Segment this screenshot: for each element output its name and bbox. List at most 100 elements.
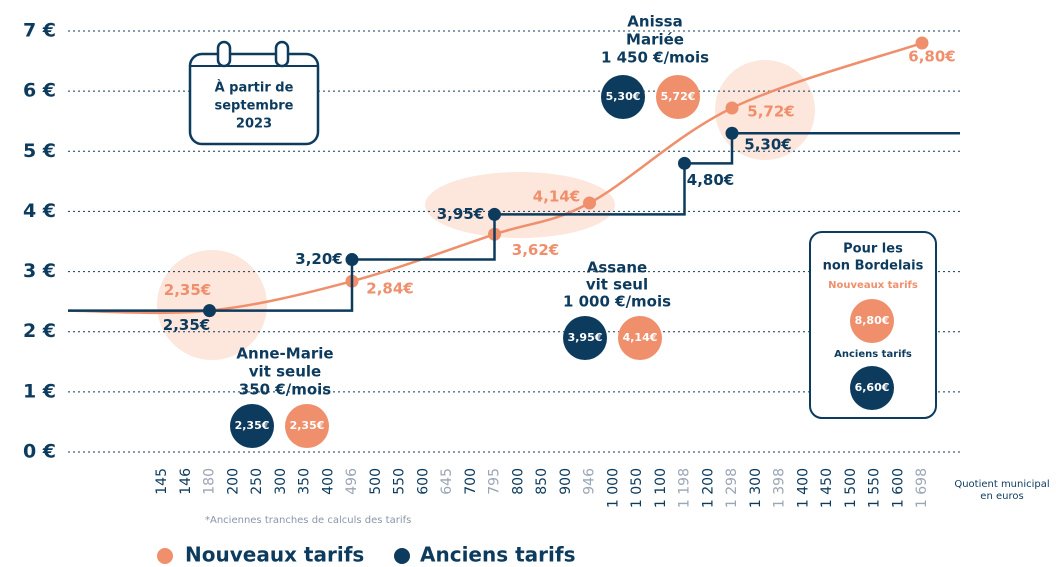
x-tick-label: 1 298	[724, 468, 740, 508]
x-tick-label: 1 198	[677, 468, 693, 508]
non-bordelais-box: Pour les non Bordelais Nouveaux tarifs 8…	[809, 231, 937, 419]
box-title: non Bordelais	[823, 259, 924, 274]
value-label: 6,80€	[908, 48, 955, 66]
box-label: Anciens tarifs	[834, 349, 912, 360]
x-tick-label: 1 398	[772, 468, 788, 508]
value-label: 3,95€	[437, 205, 484, 223]
x-tick-label: 1 698	[914, 468, 930, 508]
x-tick-label: 1 300	[748, 468, 764, 508]
y-tick-label: 1 €	[23, 380, 56, 402]
x-tick-label: 1 000	[605, 468, 621, 508]
person-text: vit seule	[249, 363, 321, 381]
x-tick-label: 1 100	[653, 468, 669, 508]
value-label: 2,84€	[366, 280, 413, 298]
value-label: 2,35€	[163, 316, 210, 334]
series-line	[68, 131, 960, 312]
person-text: Anissa	[627, 13, 682, 31]
point	[345, 253, 359, 267]
legend-marker	[394, 548, 410, 564]
y-tick-label: 5 €	[23, 140, 56, 162]
old-badge	[601, 75, 645, 119]
new-badge	[618, 316, 662, 360]
y-tick-label: 7 €	[23, 20, 56, 42]
x-tick-label: 700	[463, 468, 479, 495]
calendar-frame	[188, 52, 320, 146]
x-tick-label: 795	[487, 468, 503, 495]
old-badge	[563, 316, 607, 360]
x-tick-label: 1 400	[795, 468, 811, 508]
x-tick-label: 300	[273, 468, 289, 495]
person: Assane vit seul 1 000 €/mois 3,95€ 4,14€	[563, 259, 671, 360]
point	[678, 156, 691, 170]
new-price: 8,80€	[855, 314, 890, 327]
old-badge	[230, 404, 274, 448]
calendar-text: septembre	[215, 99, 294, 114]
new-badge	[850, 299, 894, 343]
calendar: À partir de septembre 2023	[188, 40, 320, 146]
x-tick-label: 800	[510, 468, 526, 495]
x-tick-label: 180	[202, 468, 218, 495]
old-price: 2,35€	[235, 419, 270, 432]
x-tick-label: 1 200	[700, 468, 716, 508]
footnote: *Anciennes tranches de calculs des tarif…	[205, 515, 411, 526]
y-tick-label: 2 €	[23, 320, 56, 342]
point	[583, 196, 596, 210]
y-tick-label: 4 €	[23, 200, 56, 222]
point	[725, 126, 739, 140]
calendar-text: À partir de	[215, 80, 294, 96]
x-tick-label: 1 500	[843, 468, 859, 508]
person-text: 350 €/mois	[239, 381, 332, 399]
new-price: 4,14€	[623, 331, 658, 344]
x-tick-label: 500	[368, 468, 384, 495]
box-label: Nouveaux tarifs	[828, 280, 918, 291]
x-tick-label: 550	[392, 468, 408, 495]
value-label: 3,20€	[295, 250, 342, 268]
old-badge	[850, 366, 894, 410]
old-price: 5,30€	[606, 90, 641, 103]
x-tick-label: 1 550	[867, 468, 883, 508]
x-tick-label: 200	[225, 468, 241, 495]
person-text: Mariée	[626, 31, 684, 49]
value-label: 5,30€	[744, 136, 791, 154]
value-label: 4,14€	[533, 188, 580, 206]
legend-label: Anciens tarifs	[420, 543, 575, 567]
calendar-text: 2023	[236, 117, 272, 132]
x-tick-label: 1 600	[890, 468, 906, 508]
new-price: 2,35€	[290, 419, 325, 432]
x-tick-label: 350	[297, 468, 313, 495]
plot: 0 € 1 € 2 € 3 € 4 € 5 € 6 € 7 € 145 146 180 200 250 3…	[23, 20, 960, 508]
x-tick-label: 145	[154, 468, 170, 495]
new-price: 5,72€	[661, 90, 696, 103]
calendar-ring	[216, 40, 232, 68]
old-price: 6,60€	[855, 381, 890, 394]
point	[725, 101, 739, 115]
person: Anissa Mariée 1 450 €/mois 5,30€ 5,72€	[601, 13, 709, 119]
y-tick-label: 6 €	[23, 80, 56, 102]
person-text: Anne-Marie	[236, 345, 333, 363]
x-tick-label: 645	[439, 468, 455, 495]
box-title: Pour les	[843, 242, 903, 257]
x-axis-label: Quotient municipal	[954, 479, 1049, 490]
person-text: Assane	[587, 259, 647, 277]
legend-marker	[157, 548, 173, 564]
x-tick-label: 1 450	[819, 468, 835, 508]
point	[488, 207, 501, 221]
calendar-ring	[274, 40, 290, 68]
x-tick-label: 400	[320, 468, 336, 495]
x-axis-label: en euros	[980, 491, 1023, 502]
value-label: 4,80€	[687, 171, 734, 189]
x-tick-label: 250	[249, 468, 265, 495]
halo	[425, 172, 615, 238]
value-label: 3,62€	[512, 241, 559, 259]
value-label: 5,72€	[747, 102, 794, 120]
x-tick-label: 900	[558, 468, 574, 495]
person-text: 1 450 €/mois	[601, 49, 709, 67]
legend-label: Nouveaux tarifs	[185, 543, 364, 567]
x-tick-label: 496	[344, 468, 360, 495]
person-text: vit seul	[586, 276, 648, 294]
person: Anne-Marie vit seule 350 €/mois 2,35€ 2,…	[230, 345, 334, 448]
value-label: 2,35€	[164, 281, 211, 299]
x-tick-label: 146	[178, 468, 194, 495]
x-tick-label: 946	[582, 468, 598, 495]
